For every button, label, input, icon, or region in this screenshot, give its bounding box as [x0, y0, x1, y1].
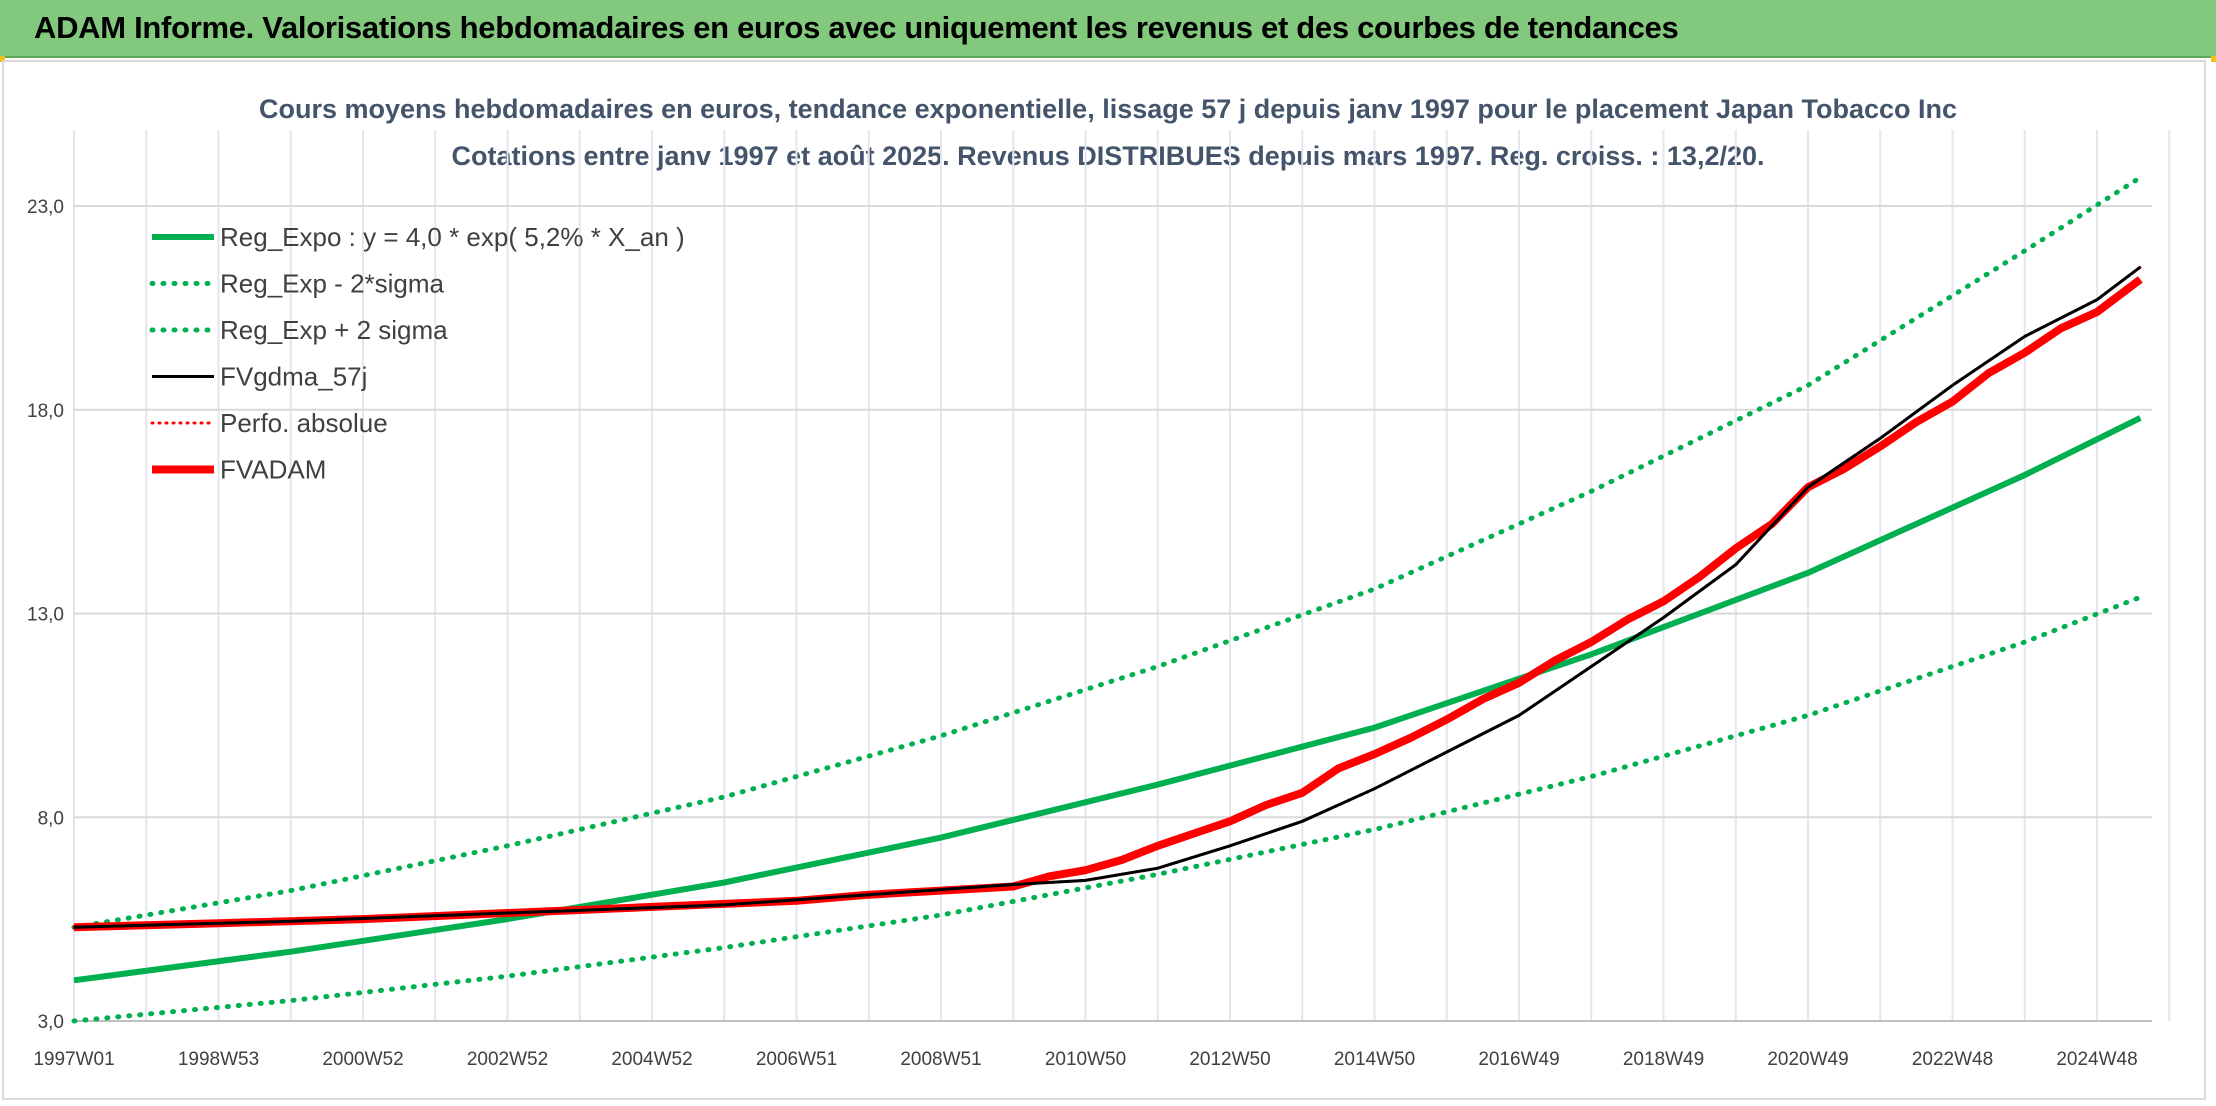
legend-label: Reg_Expo : y = 4,0 * exp( 5,2% * X_an )	[220, 222, 685, 252]
series-lines	[71, 175, 2143, 1024]
chart-frame	[2, 60, 2206, 1100]
x-tick-label: 1998W53	[178, 1049, 259, 1070]
y-tick-label: 13,0	[27, 605, 64, 626]
y-tick-label: 8,0	[38, 808, 64, 829]
corner-marker	[0, 56, 5, 62]
x-tick-label: 2000W52	[322, 1049, 403, 1070]
series-line-2	[71, 594, 2143, 1024]
x-tick-label: 2014W50	[1334, 1049, 1415, 1070]
x-tick-label: 2010W50	[1045, 1049, 1126, 1070]
x-tick-label: 2006W51	[756, 1049, 837, 1070]
x-tick-label: 1997W01	[33, 1049, 114, 1070]
x-tick-label: 2022W48	[1912, 1049, 1993, 1070]
x-tick-label: 2018W49	[1623, 1049, 1704, 1070]
legend-label: Perfo. absolue	[220, 408, 388, 438]
legend-label: Reg_Exp - 2*sigma	[220, 269, 445, 299]
y-tick-label: 3,0	[38, 1012, 64, 1033]
y-tick-label: 23,0	[27, 197, 64, 218]
x-tick-label: 2012W50	[1189, 1049, 1270, 1070]
legend-label: Reg_Exp + 2 sigma	[220, 315, 448, 345]
report-title: ADAM Informe. Valorisations hebdomadaire…	[34, 10, 1679, 45]
x-tick-label: 2002W52	[467, 1049, 548, 1070]
legend-label: FVADAM	[220, 455, 326, 485]
series-line-5	[72, 265, 2142, 929]
legend: Reg_Expo : y = 4,0 * exp( 5,2% * X_an ) R…	[149, 222, 685, 485]
series-line-6	[73, 276, 2143, 932]
chart-subtitle: Cotations entre janv 1997 et août 2025. …	[451, 141, 1764, 171]
legend-label: FVgdma_57j	[220, 362, 367, 392]
report-banner: ADAM Informe. Valorisations hebdomadaire…	[0, 0, 2216, 58]
x-tick-label: 2020W49	[1767, 1049, 1848, 1070]
x-tick-label: 2024W48	[2056, 1049, 2137, 1070]
grid	[73, 130, 2171, 1022]
corner-marker	[2211, 56, 2216, 62]
series-line-1	[73, 415, 2142, 984]
axis-ticks: 3,0 8,0 13,0 18,0 23,0 1997W01 1998W53 2000W52 2…	[27, 197, 2138, 1070]
series-line-4	[73, 265, 2142, 929]
x-tick-label: 2016W49	[1478, 1049, 1559, 1070]
x-tick-label: 2008W51	[900, 1049, 981, 1070]
x-tick-label: 2004W52	[611, 1049, 692, 1070]
chart-title: Cours moyens hebdomadaires en euros, ten…	[259, 94, 1957, 124]
y-tick-label: 18,0	[27, 401, 64, 422]
